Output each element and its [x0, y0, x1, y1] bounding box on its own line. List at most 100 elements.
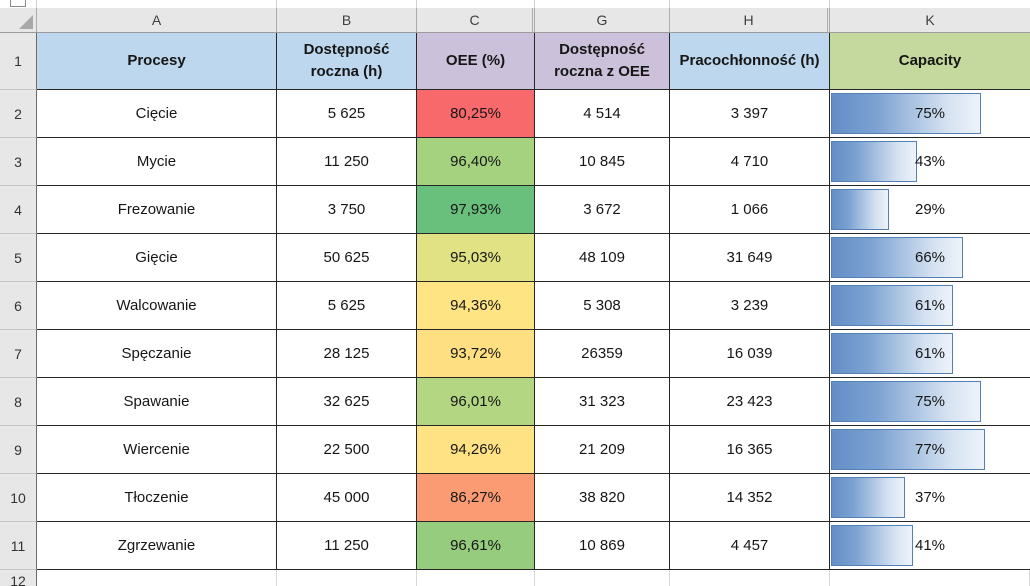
cell-proces[interactable]: Mycie [37, 138, 277, 186]
capacity-databar [831, 189, 889, 230]
table-row: 8 Spawanie 32 625 96,01% 31 323 23 423 7… [0, 378, 1030, 426]
empty-cell[interactable] [277, 570, 417, 586]
cell-pracochlonnosc[interactable]: 14 352 [670, 474, 830, 522]
cell-oee[interactable]: 96,01% [417, 378, 535, 426]
column-header-B[interactable]: B [277, 8, 417, 32]
table-row: 9 Wiercenie 22 500 94,26% 21 209 16 365 … [0, 426, 1030, 474]
cell-pracochlonnosc[interactable]: 23 423 [670, 378, 830, 426]
cell-dostepnosc-roczna-z-oee[interactable]: 21 209 [535, 426, 670, 474]
cell-dostepnosc-roczna[interactable]: 11 250 [277, 522, 417, 570]
cell-capacity[interactable]: 75% [830, 90, 1030, 138]
cell-proces[interactable]: Tłoczenie [37, 474, 277, 522]
cell-dostepnosc-roczna-z-oee[interactable]: 5 308 [535, 282, 670, 330]
table-row: 11 Zgrzewanie 11 250 96,61% 10 869 4 457… [0, 522, 1030, 570]
cell-oee[interactable]: 97,93% [417, 186, 535, 234]
row-number[interactable]: 3 [0, 138, 37, 186]
row-number[interactable]: 11 [0, 522, 37, 570]
empty-cell[interactable] [830, 570, 1030, 586]
row-number[interactable]: 6 [0, 282, 37, 330]
header-dostepnosc-roczna-z-oee[interactable]: Dostępność roczna z OEE [535, 33, 670, 90]
cell-dostepnosc-roczna[interactable]: 50 625 [277, 234, 417, 282]
select-all-button[interactable] [0, 8, 37, 32]
header-procesy[interactable]: Procesy [37, 33, 277, 90]
cell-pracochlonnosc[interactable]: 16 365 [670, 426, 830, 474]
empty-cell[interactable] [535, 570, 670, 586]
header-capacity[interactable]: Capacity [830, 33, 1030, 90]
row-number[interactable]: 7 [0, 330, 37, 378]
cell-dostepnosc-roczna-z-oee[interactable]: 31 323 [535, 378, 670, 426]
partial-row-12: 12 [0, 570, 1030, 586]
cell-dostepnosc-roczna-z-oee[interactable]: 10 845 [535, 138, 670, 186]
cell-capacity[interactable]: 61% [830, 330, 1030, 378]
column-header-A[interactable]: A [37, 8, 277, 32]
row-number[interactable]: 4 [0, 186, 37, 234]
cell-dostepnosc-roczna-z-oee[interactable]: 3 672 [535, 186, 670, 234]
cell-pracochlonnosc[interactable]: 31 649 [670, 234, 830, 282]
empty-cell[interactable] [37, 570, 277, 586]
cell-dostepnosc-roczna[interactable]: 45 000 [277, 474, 417, 522]
cell-dostepnosc-roczna[interactable]: 11 250 [277, 138, 417, 186]
cell-dostepnosc-roczna[interactable]: 22 500 [277, 426, 417, 474]
row-number[interactable]: 8 [0, 378, 37, 426]
capacity-databar [831, 429, 985, 470]
column-header-G[interactable]: G [535, 8, 670, 32]
cell-dostepnosc-roczna-z-oee[interactable]: 10 869 [535, 522, 670, 570]
cell-proces[interactable]: Spęczanie [37, 330, 277, 378]
cell-capacity[interactable]: 66% [830, 234, 1030, 282]
row-number[interactable]: 2 [0, 90, 37, 138]
cell-pracochlonnosc[interactable]: 3 239 [670, 282, 830, 330]
row-number[interactable]: 9 [0, 426, 37, 474]
cell-capacity[interactable]: 77% [830, 426, 1030, 474]
cell-oee[interactable]: 86,27% [417, 474, 535, 522]
cell-proces[interactable]: Walcowanie [37, 282, 277, 330]
cell-proces[interactable]: Frezowanie [37, 186, 277, 234]
gridline [416, 0, 417, 8]
cell-dostepnosc-roczna-z-oee[interactable]: 4 514 [535, 90, 670, 138]
cell-capacity[interactable]: 61% [830, 282, 1030, 330]
row-number[interactable]: 10 [0, 474, 37, 522]
cell-proces[interactable]: Spawanie [37, 378, 277, 426]
cell-proces[interactable]: Gięcie [37, 234, 277, 282]
column-header-H[interactable]: H [670, 8, 830, 32]
header-dostepnosc-roczna[interactable]: Dostępność roczna (h) [277, 33, 417, 90]
cell-dostepnosc-roczna[interactable]: 28 125 [277, 330, 417, 378]
cell-oee[interactable]: 80,25% [417, 90, 535, 138]
cell-oee[interactable]: 96,40% [417, 138, 535, 186]
row-number[interactable]: 12 [0, 570, 37, 586]
cell-oee[interactable]: 94,36% [417, 282, 535, 330]
cell-capacity[interactable]: 37% [830, 474, 1030, 522]
capacity-percent-label: 77% [914, 441, 946, 458]
cell-dostepnosc-roczna[interactable]: 5 625 [277, 90, 417, 138]
empty-cell[interactable] [670, 570, 830, 586]
header-pracochlonnosc[interactable]: Pracochłonność (h) [670, 33, 830, 90]
cell-capacity[interactable]: 43% [830, 138, 1030, 186]
cell-oee[interactable]: 93,72% [417, 330, 535, 378]
cell-oee[interactable]: 96,61% [417, 522, 535, 570]
cell-capacity[interactable]: 75% [830, 378, 1030, 426]
column-header-K[interactable]: K [925, 12, 935, 28]
cell-dostepnosc-roczna[interactable]: 3 750 [277, 186, 417, 234]
cell-pracochlonnosc[interactable]: 3 397 [670, 90, 830, 138]
row-number[interactable]: 5 [0, 234, 37, 282]
empty-cell[interactable] [417, 570, 535, 586]
cell-capacity[interactable]: 41% [830, 522, 1030, 570]
cell-proces[interactable]: Zgrzewanie [37, 522, 277, 570]
cell-pracochlonnosc[interactable]: 1 066 [670, 186, 830, 234]
cell-pracochlonnosc[interactable]: 4 710 [670, 138, 830, 186]
cell-pracochlonnosc[interactable]: 16 039 [670, 330, 830, 378]
cell-dostepnosc-roczna-z-oee[interactable]: 38 820 [535, 474, 670, 522]
cell-oee[interactable]: 94,26% [417, 426, 535, 474]
cell-dostepnosc-roczna-z-oee[interactable]: 48 109 [535, 234, 670, 282]
column-header-C[interactable]: C [417, 8, 535, 32]
gridline [534, 0, 535, 8]
cell-dostepnosc-roczna[interactable]: 32 625 [277, 378, 417, 426]
cell-capacity[interactable]: 29% [830, 186, 1030, 234]
cell-dostepnosc-roczna[interactable]: 5 625 [277, 282, 417, 330]
row-number[interactable]: 1 [0, 33, 37, 90]
cell-oee[interactable]: 95,03% [417, 234, 535, 282]
header-oee[interactable]: OEE (%) [417, 33, 535, 90]
cell-dostepnosc-roczna-z-oee[interactable]: 26359 [535, 330, 670, 378]
cell-proces[interactable]: Wiercenie [37, 426, 277, 474]
cell-pracochlonnosc[interactable]: 4 457 [670, 522, 830, 570]
cell-proces[interactable]: Cięcie [37, 90, 277, 138]
